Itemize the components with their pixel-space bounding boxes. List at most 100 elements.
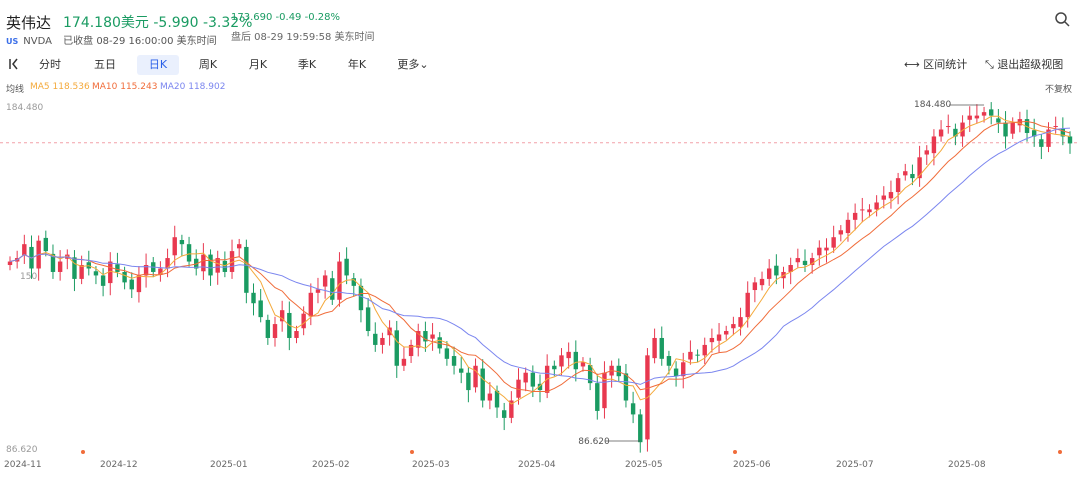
candle-body [480, 368, 485, 401]
candle-body [559, 355, 564, 367]
candle-body [358, 285, 364, 311]
exit-fullscreen-icon: ⤡ [985, 58, 994, 71]
exit-super-view-button[interactable]: ⤡ 退出超级视图 [985, 55, 1063, 75]
candle-body [222, 260, 228, 272]
event-dot[interactable] [410, 450, 414, 454]
tab-more[interactable]: 更多⌄ [393, 55, 433, 75]
ma-legend: 均线 MA5 118.536 MA10 115.243 MA20 118.902… [0, 82, 1080, 95]
candle-body [351, 278, 356, 286]
candle-body [380, 337, 385, 345]
candle-body [874, 202, 879, 210]
candle-body [1053, 126, 1058, 128]
interval-icon: ⟷ [904, 58, 920, 71]
candle-body [50, 253, 56, 272]
event-dot[interactable] [1058, 450, 1062, 454]
candle-body [566, 351, 571, 359]
candle-body [1003, 122, 1008, 137]
candle-body [72, 257, 77, 279]
candle-body [752, 282, 758, 291]
candle-body [215, 258, 220, 273]
candle-body [824, 247, 829, 251]
candle-body [365, 307, 371, 332]
candle-body [802, 260, 808, 266]
candle-body [294, 331, 299, 338]
candle-body [838, 230, 844, 235]
x-tick: 2025-02 [312, 460, 350, 470]
candle-body [315, 289, 321, 293]
candle-body [924, 150, 929, 155]
quote-header: 英伟达 174.180美元 -5.990 -3.32% US NVDA 已收盘 0… [0, 0, 1080, 50]
high-label: 184.480 [914, 100, 951, 110]
y-axis-top-label: 184.480 [6, 103, 44, 113]
market-badge: US [6, 37, 19, 46]
candle-body [895, 178, 901, 193]
x-tick: 2024-11 [4, 460, 42, 470]
candle-body [430, 334, 435, 339]
interval-stats-button[interactable]: ⟷ 区间统计 [904, 55, 967, 75]
candle-body [759, 278, 765, 286]
low-label: 86.620 [578, 437, 610, 447]
candle-body [279, 310, 285, 322]
tab-quarterly-k[interactable]: 季K [297, 58, 317, 71]
candle-body [903, 171, 908, 176]
candle-body [716, 334, 722, 341]
candle-body [724, 331, 729, 335]
candle-body [272, 324, 278, 338]
candle-body [236, 244, 242, 249]
candle-body [322, 275, 328, 287]
candle-body [22, 244, 27, 256]
candle-body [860, 209, 865, 211]
tab-monthly-k[interactable]: 月K [248, 58, 268, 71]
candle-body [129, 279, 134, 290]
last-price: 174.180美元 [63, 15, 149, 31]
candle-body [487, 393, 493, 401]
tab-intraday[interactable]: 分时 [39, 58, 61, 71]
candle-body [695, 354, 700, 356]
x-tick: 2025-05 [625, 460, 663, 470]
candle-body [931, 136, 937, 154]
x-tick: 2025-04 [518, 460, 556, 470]
candle-body [501, 410, 507, 418]
candle-body [666, 356, 672, 366]
candle-body [387, 327, 392, 336]
candle-body [537, 383, 543, 391]
event-dot[interactable] [733, 450, 737, 454]
ticker-line: US NVDA 已收盘 08-29 16:00:00 美东时间 [6, 32, 217, 47]
candle-body [459, 368, 464, 373]
candle-body [702, 344, 707, 356]
tab-yearly-k[interactable]: 年K [347, 58, 367, 71]
no-adjust-toggle[interactable]: 不复权 [1044, 85, 1072, 95]
tab-five-day[interactable]: 五日 [94, 58, 116, 71]
candle-body [93, 271, 99, 276]
candle-body [437, 337, 442, 349]
candle-body [57, 261, 63, 272]
price-change: -5.990 [153, 15, 199, 31]
candle-body [394, 330, 399, 366]
candle-body [681, 362, 686, 377]
candlestick-chart[interactable]: 184.480 86.620 [0, 95, 1080, 477]
x-tick: 2025-08 [948, 460, 986, 470]
candle-body [186, 244, 192, 262]
candle-body [845, 219, 851, 234]
candle-body [888, 192, 894, 199]
candle-body [595, 383, 600, 411]
candle-body [738, 317, 743, 327]
y-axis-bottom-label: 86.620 [6, 445, 38, 455]
candle-body [587, 365, 593, 384]
price-line: 174.180美元 -5.990 -3.32% [63, 12, 252, 32]
chevron-down-icon: ⌄ [419, 58, 429, 71]
after-hours-price: 173.690 -0.49 -0.28% [231, 12, 340, 23]
ma5-value: MA5 118.536 [30, 82, 90, 92]
after-hours-status: 盘后 08-29 19:59:58 美东时间 [231, 32, 375, 43]
tab-weekly-k[interactable]: 周K [198, 58, 218, 71]
candle-body [817, 247, 822, 256]
candle-body [466, 372, 471, 391]
candle-body [494, 390, 500, 408]
collapse-icon[interactable] [8, 58, 20, 70]
candle-body [265, 319, 271, 338]
search-icon[interactable] [1054, 11, 1070, 27]
candle-body [208, 254, 213, 276]
ma20-value: MA20 118.902 [160, 82, 226, 92]
event-dot[interactable] [81, 450, 85, 454]
tab-daily-k[interactable]: 日K [137, 55, 179, 75]
